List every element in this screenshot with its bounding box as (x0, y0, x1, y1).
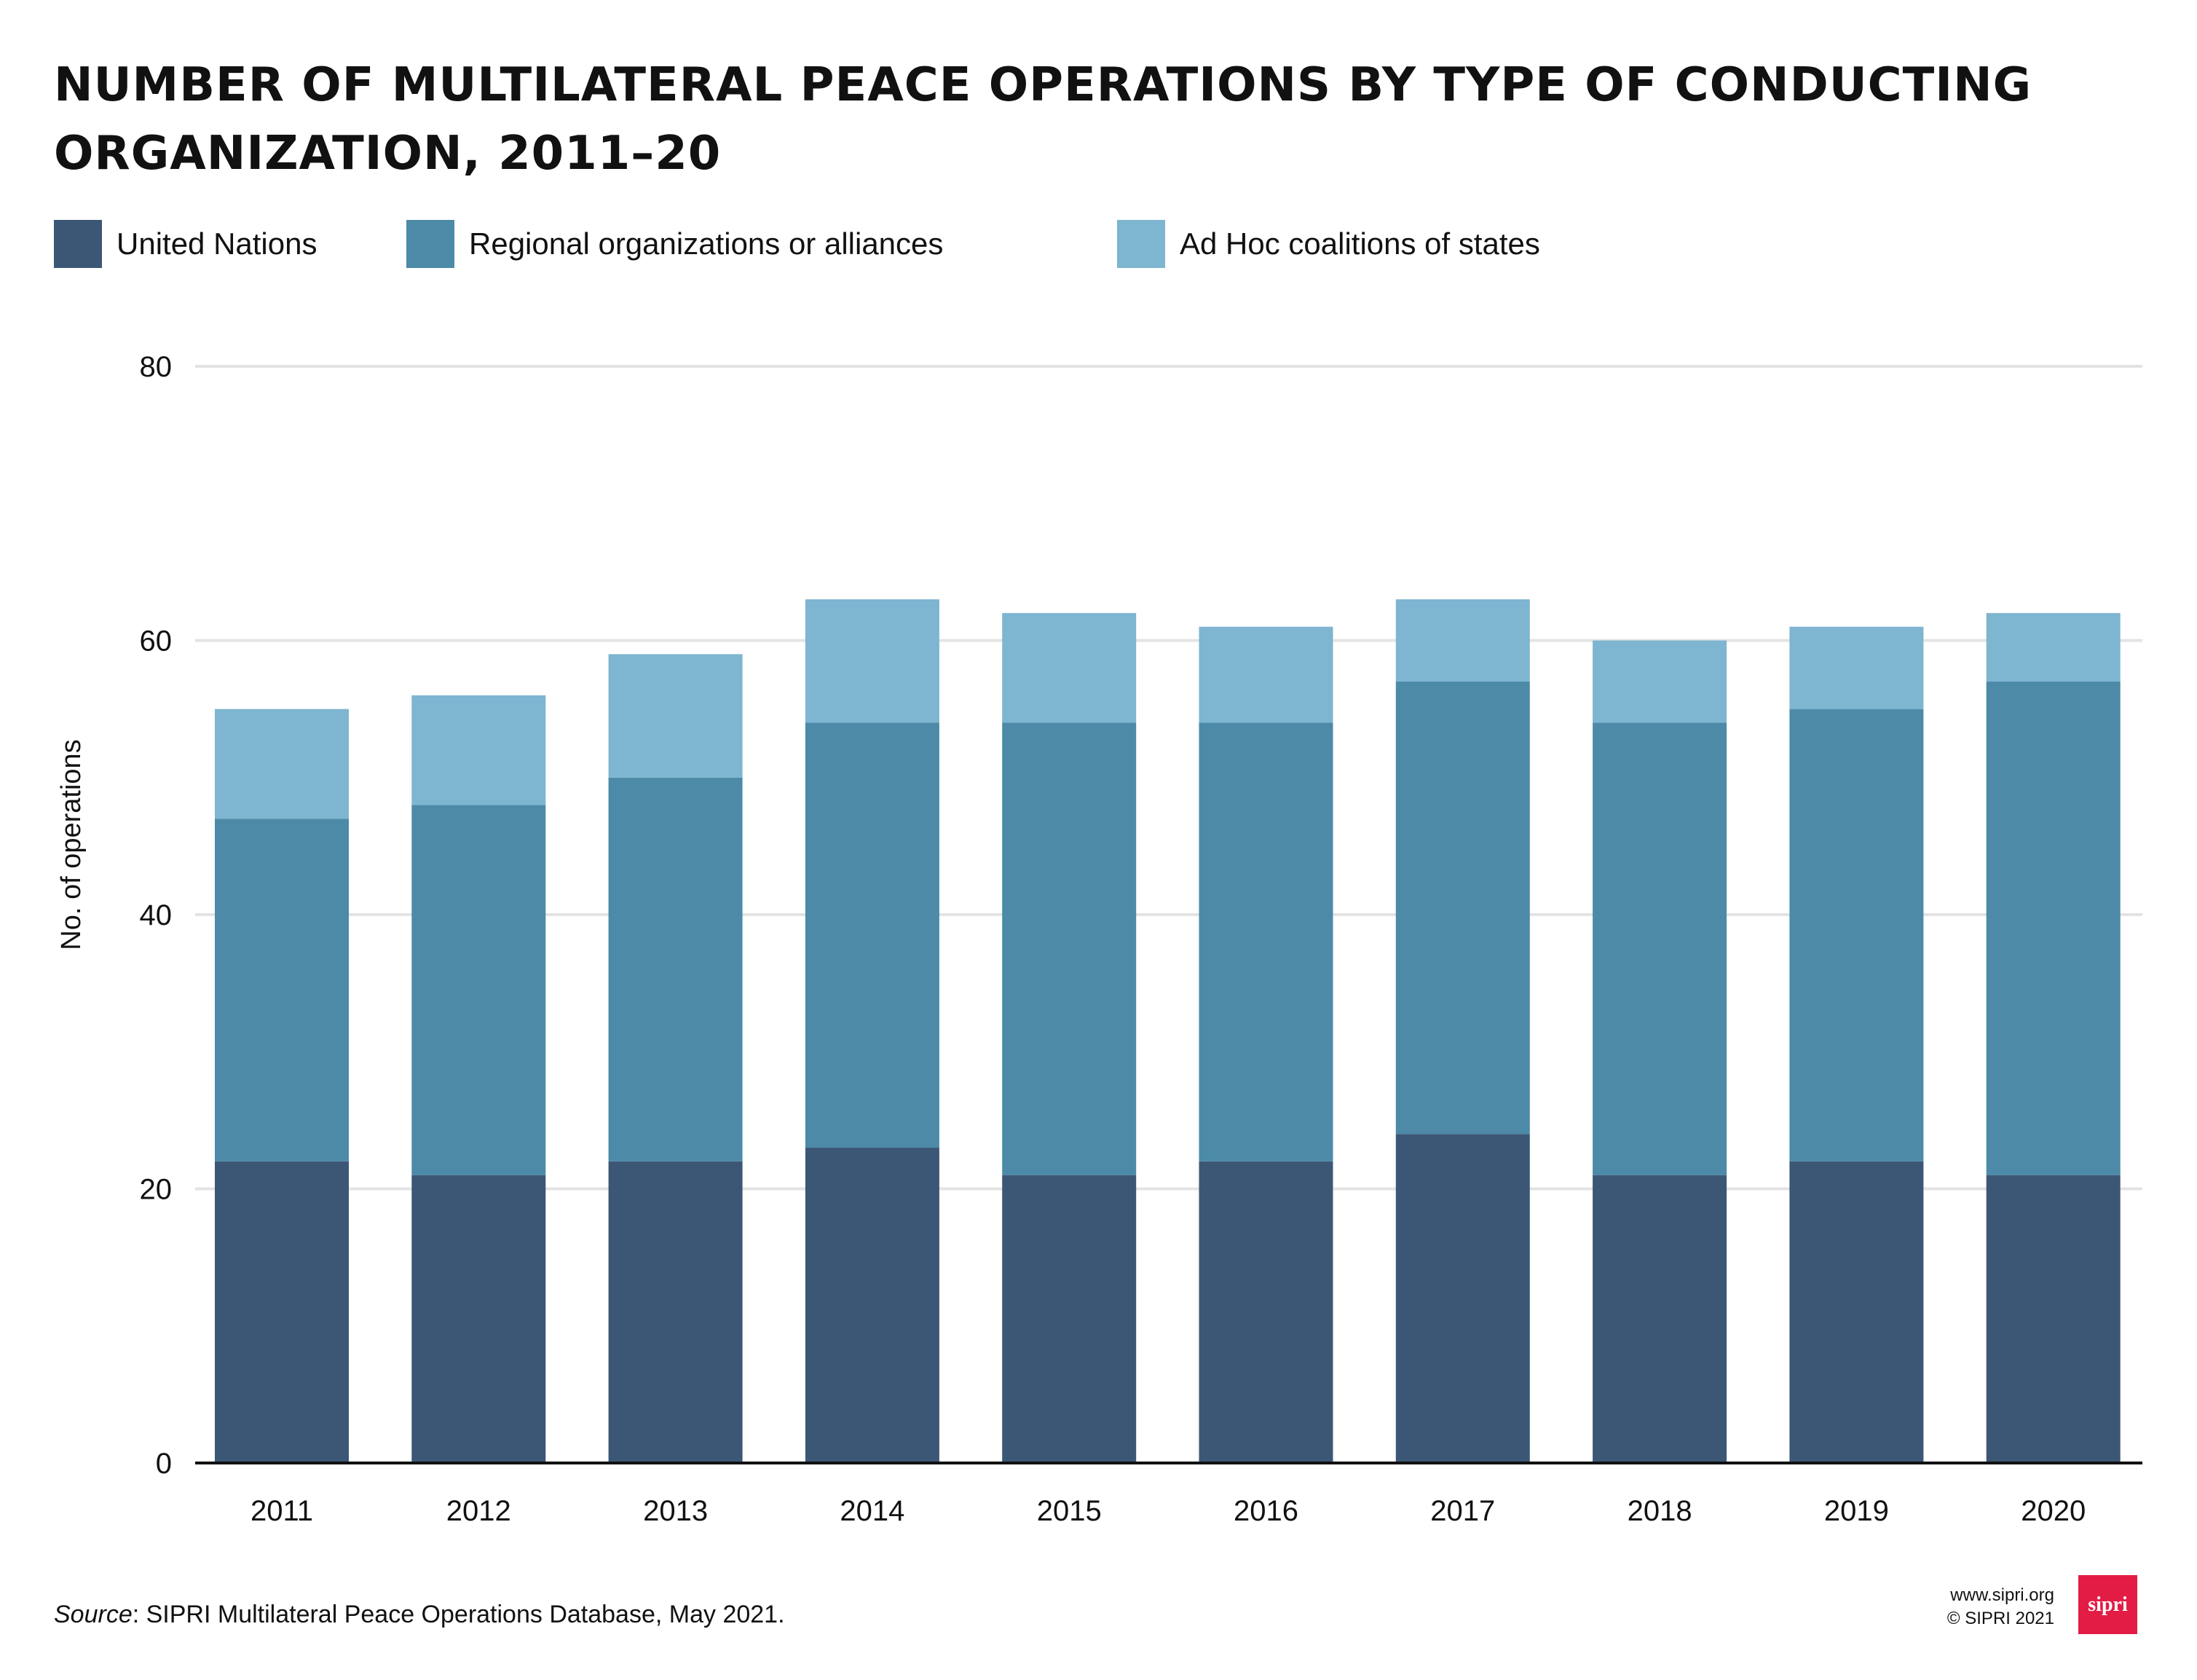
bar-segment (411, 805, 546, 1175)
legend-label: Ad Hoc coalitions of states (1180, 226, 1540, 261)
bar-segment (608, 1161, 743, 1463)
bar-segment (411, 1175, 546, 1463)
bar-segment (1986, 612, 2121, 682)
bar-segment (215, 709, 349, 819)
bar-segment (411, 695, 546, 805)
copyright: © SIPRI 2021 (1946, 1609, 2054, 1628)
legend-swatch (54, 220, 102, 268)
bar-segment (1002, 1175, 1137, 1463)
legend-item-united-nations: United Nations (54, 220, 406, 268)
website-link[interactable]: www.sipri.org (1950, 1585, 2054, 1605)
bar-segment (1002, 612, 1137, 723)
y-tick-label: 20 (140, 1174, 173, 1206)
x-tick-label: 2011 (251, 1495, 313, 1527)
source-note: Source: SIPRI Multilateral Peace Operati… (54, 1601, 785, 1629)
x-tick-label: 2017 (1430, 1495, 1495, 1527)
legend-label: United Nations (117, 226, 317, 261)
legend: United Nations Regional organizations or… (54, 220, 1540, 268)
bar-segment (1789, 626, 1924, 709)
x-tick-label: 2020 (2021, 1495, 2086, 1527)
legend-swatch (1117, 220, 1165, 268)
bar-segment (1199, 722, 1333, 1162)
bar-segment (1199, 626, 1333, 723)
bar-segment (215, 819, 349, 1162)
bar-segment (1986, 681, 2121, 1175)
bar-segment (1593, 722, 1727, 1175)
bar-segment (608, 777, 743, 1162)
bar-segment (1986, 1175, 2121, 1463)
legend-item-regional: Regional organizations or alliances (406, 220, 1117, 268)
sipri-logo: sipri (2078, 1575, 2137, 1634)
bar-segment (215, 1161, 349, 1463)
bar-segment (1593, 640, 1727, 723)
y-tick-label: 60 (140, 626, 173, 658)
bar-segment (1789, 1161, 1924, 1463)
credit: www.sipri.org © SIPRI 2021 (1947, 1584, 2054, 1630)
source-label: Source (54, 1601, 133, 1628)
legend-swatch (406, 220, 454, 268)
x-tick-label: 2015 (1037, 1495, 1102, 1527)
bar-segment (608, 654, 743, 778)
y-axis-label: No. of operations (56, 739, 87, 950)
x-tick-label: 2012 (446, 1495, 511, 1527)
bar-segment (1593, 1175, 1727, 1463)
y-tick-label: 40 (140, 899, 173, 931)
x-tick-label: 2016 (1234, 1495, 1298, 1527)
x-tick-label: 2019 (1824, 1495, 1889, 1527)
bar-segment (1002, 722, 1137, 1175)
bar-segment (1395, 599, 1530, 682)
bar-segment (1395, 1134, 1530, 1463)
x-tick-label: 2014 (840, 1495, 904, 1527)
legend-label: Regional organizations or alliances (469, 226, 944, 261)
y-tick-label: 80 (140, 351, 173, 383)
bar-segment (805, 1148, 939, 1463)
bar-segment (805, 722, 939, 1148)
bar-segment (1395, 681, 1530, 1135)
bar-segment (1789, 709, 1924, 1162)
x-tick-label: 2018 (1628, 1495, 1692, 1527)
bar-segment (1199, 1161, 1333, 1463)
x-tick-label: 2013 (643, 1495, 708, 1527)
chart-title: NUMBER OF MULTILATERAL PEACE OPERATIONS … (54, 58, 2032, 181)
y-tick-label: 0 (156, 1448, 172, 1480)
bar-segment (805, 599, 939, 723)
legend-item-ad-hoc: Ad Hoc coalitions of states (1117, 220, 1540, 268)
source-text: : SIPRI Multilateral Peace Operations Da… (132, 1601, 785, 1628)
